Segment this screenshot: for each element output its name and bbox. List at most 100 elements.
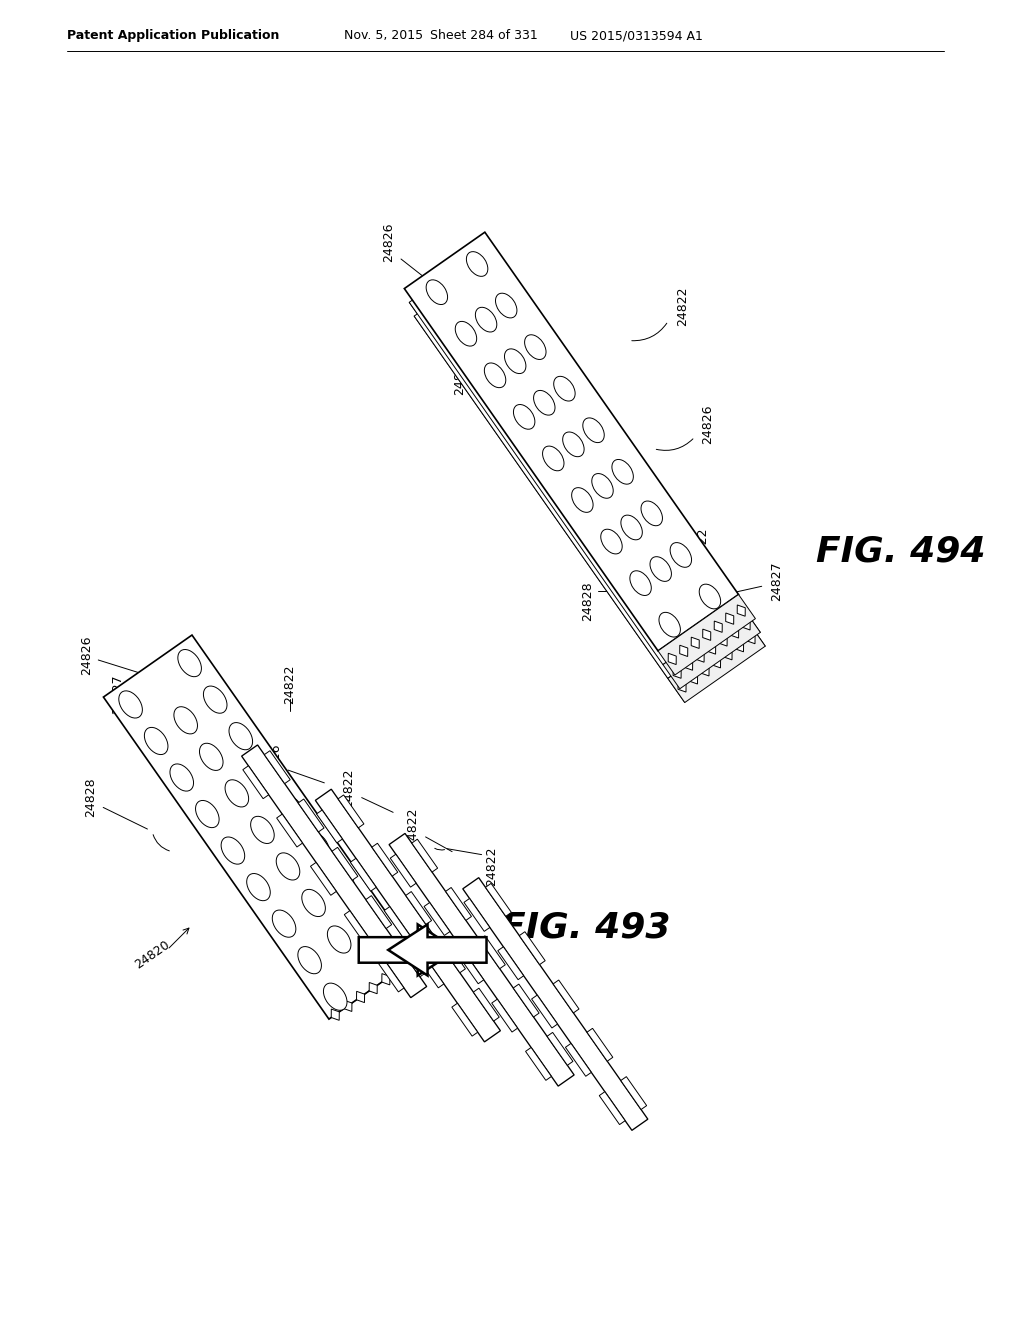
- Ellipse shape: [306, 832, 330, 859]
- Ellipse shape: [255, 759, 279, 787]
- Polygon shape: [473, 989, 500, 1022]
- Polygon shape: [276, 814, 302, 847]
- Polygon shape: [408, 956, 415, 968]
- Polygon shape: [702, 630, 711, 640]
- Ellipse shape: [496, 293, 517, 318]
- Text: 24820: 24820: [132, 939, 172, 972]
- Text: 24826: 24826: [268, 743, 282, 783]
- Ellipse shape: [601, 529, 623, 554]
- Polygon shape: [378, 960, 404, 991]
- Polygon shape: [350, 858, 376, 891]
- Text: 24828: 24828: [84, 777, 97, 817]
- Polygon shape: [414, 260, 749, 678]
- Ellipse shape: [562, 432, 584, 457]
- Polygon shape: [344, 1001, 352, 1011]
- Polygon shape: [696, 651, 705, 663]
- Polygon shape: [356, 991, 365, 1003]
- Ellipse shape: [144, 727, 168, 755]
- Ellipse shape: [324, 983, 347, 1010]
- Polygon shape: [382, 974, 390, 985]
- Text: Nov. 5, 2015: Nov. 5, 2015: [344, 29, 423, 42]
- Polygon shape: [685, 659, 692, 671]
- Polygon shape: [243, 766, 268, 799]
- Ellipse shape: [178, 649, 202, 677]
- Polygon shape: [298, 799, 324, 832]
- Polygon shape: [668, 622, 765, 702]
- Ellipse shape: [221, 837, 245, 865]
- Polygon shape: [498, 946, 523, 979]
- Ellipse shape: [302, 890, 326, 916]
- Polygon shape: [394, 965, 402, 975]
- Ellipse shape: [592, 474, 613, 498]
- Ellipse shape: [466, 252, 487, 276]
- Polygon shape: [689, 673, 697, 684]
- Text: 24826: 24826: [382, 223, 394, 263]
- Ellipse shape: [534, 391, 555, 414]
- Polygon shape: [404, 232, 738, 651]
- Polygon shape: [242, 744, 427, 998]
- Polygon shape: [735, 640, 743, 652]
- Polygon shape: [310, 862, 336, 895]
- Polygon shape: [412, 840, 437, 873]
- Ellipse shape: [225, 780, 249, 807]
- Polygon shape: [599, 1092, 625, 1125]
- Ellipse shape: [357, 906, 381, 932]
- Ellipse shape: [229, 722, 253, 750]
- Polygon shape: [445, 887, 471, 920]
- Ellipse shape: [200, 743, 223, 771]
- Polygon shape: [344, 911, 370, 944]
- Polygon shape: [525, 1048, 551, 1080]
- Polygon shape: [719, 635, 727, 645]
- Text: 24822: 24822: [342, 768, 355, 808]
- Polygon shape: [547, 1032, 573, 1065]
- Polygon shape: [316, 810, 342, 843]
- Text: Patent Application Publication: Patent Application Publication: [67, 29, 280, 42]
- Text: 24828: 24828: [582, 581, 594, 620]
- Polygon shape: [553, 979, 579, 1012]
- Ellipse shape: [196, 800, 219, 828]
- Polygon shape: [678, 681, 686, 692]
- Polygon shape: [658, 594, 756, 675]
- Text: US 2015/0313594 A1: US 2015/0313594 A1: [570, 29, 702, 42]
- Polygon shape: [737, 605, 745, 616]
- Polygon shape: [439, 940, 465, 973]
- Ellipse shape: [621, 515, 642, 540]
- Ellipse shape: [204, 686, 227, 713]
- Ellipse shape: [505, 348, 526, 374]
- Polygon shape: [388, 924, 486, 975]
- Text: 24822: 24822: [677, 286, 689, 326]
- Ellipse shape: [513, 404, 535, 429]
- Text: 24822: 24822: [284, 665, 296, 705]
- Polygon shape: [338, 795, 364, 828]
- Polygon shape: [513, 985, 539, 1016]
- Polygon shape: [724, 648, 732, 660]
- Text: Sheet 284 of 331: Sheet 284 of 331: [429, 29, 538, 42]
- Polygon shape: [680, 645, 688, 656]
- Polygon shape: [452, 1003, 478, 1036]
- Ellipse shape: [612, 459, 634, 484]
- Polygon shape: [458, 950, 483, 983]
- Ellipse shape: [630, 570, 651, 595]
- Polygon shape: [565, 1043, 591, 1076]
- Polygon shape: [358, 924, 457, 975]
- Polygon shape: [730, 627, 738, 638]
- Text: 24826: 24826: [701, 404, 714, 444]
- Polygon shape: [492, 999, 517, 1032]
- Polygon shape: [663, 609, 761, 689]
- Ellipse shape: [426, 280, 447, 305]
- Text: FIG. 494: FIG. 494: [816, 535, 985, 569]
- Polygon shape: [384, 907, 410, 940]
- Polygon shape: [366, 896, 392, 928]
- Polygon shape: [463, 878, 648, 1130]
- Polygon shape: [485, 883, 511, 916]
- Polygon shape: [103, 635, 418, 1019]
- Ellipse shape: [583, 418, 604, 442]
- Text: 24826: 24826: [80, 635, 93, 675]
- Polygon shape: [714, 622, 722, 632]
- Polygon shape: [315, 789, 501, 1041]
- Polygon shape: [332, 847, 357, 880]
- Text: 24822: 24822: [407, 808, 419, 847]
- Polygon shape: [372, 843, 397, 876]
- Text: 24827: 24827: [112, 675, 125, 714]
- Polygon shape: [713, 656, 721, 668]
